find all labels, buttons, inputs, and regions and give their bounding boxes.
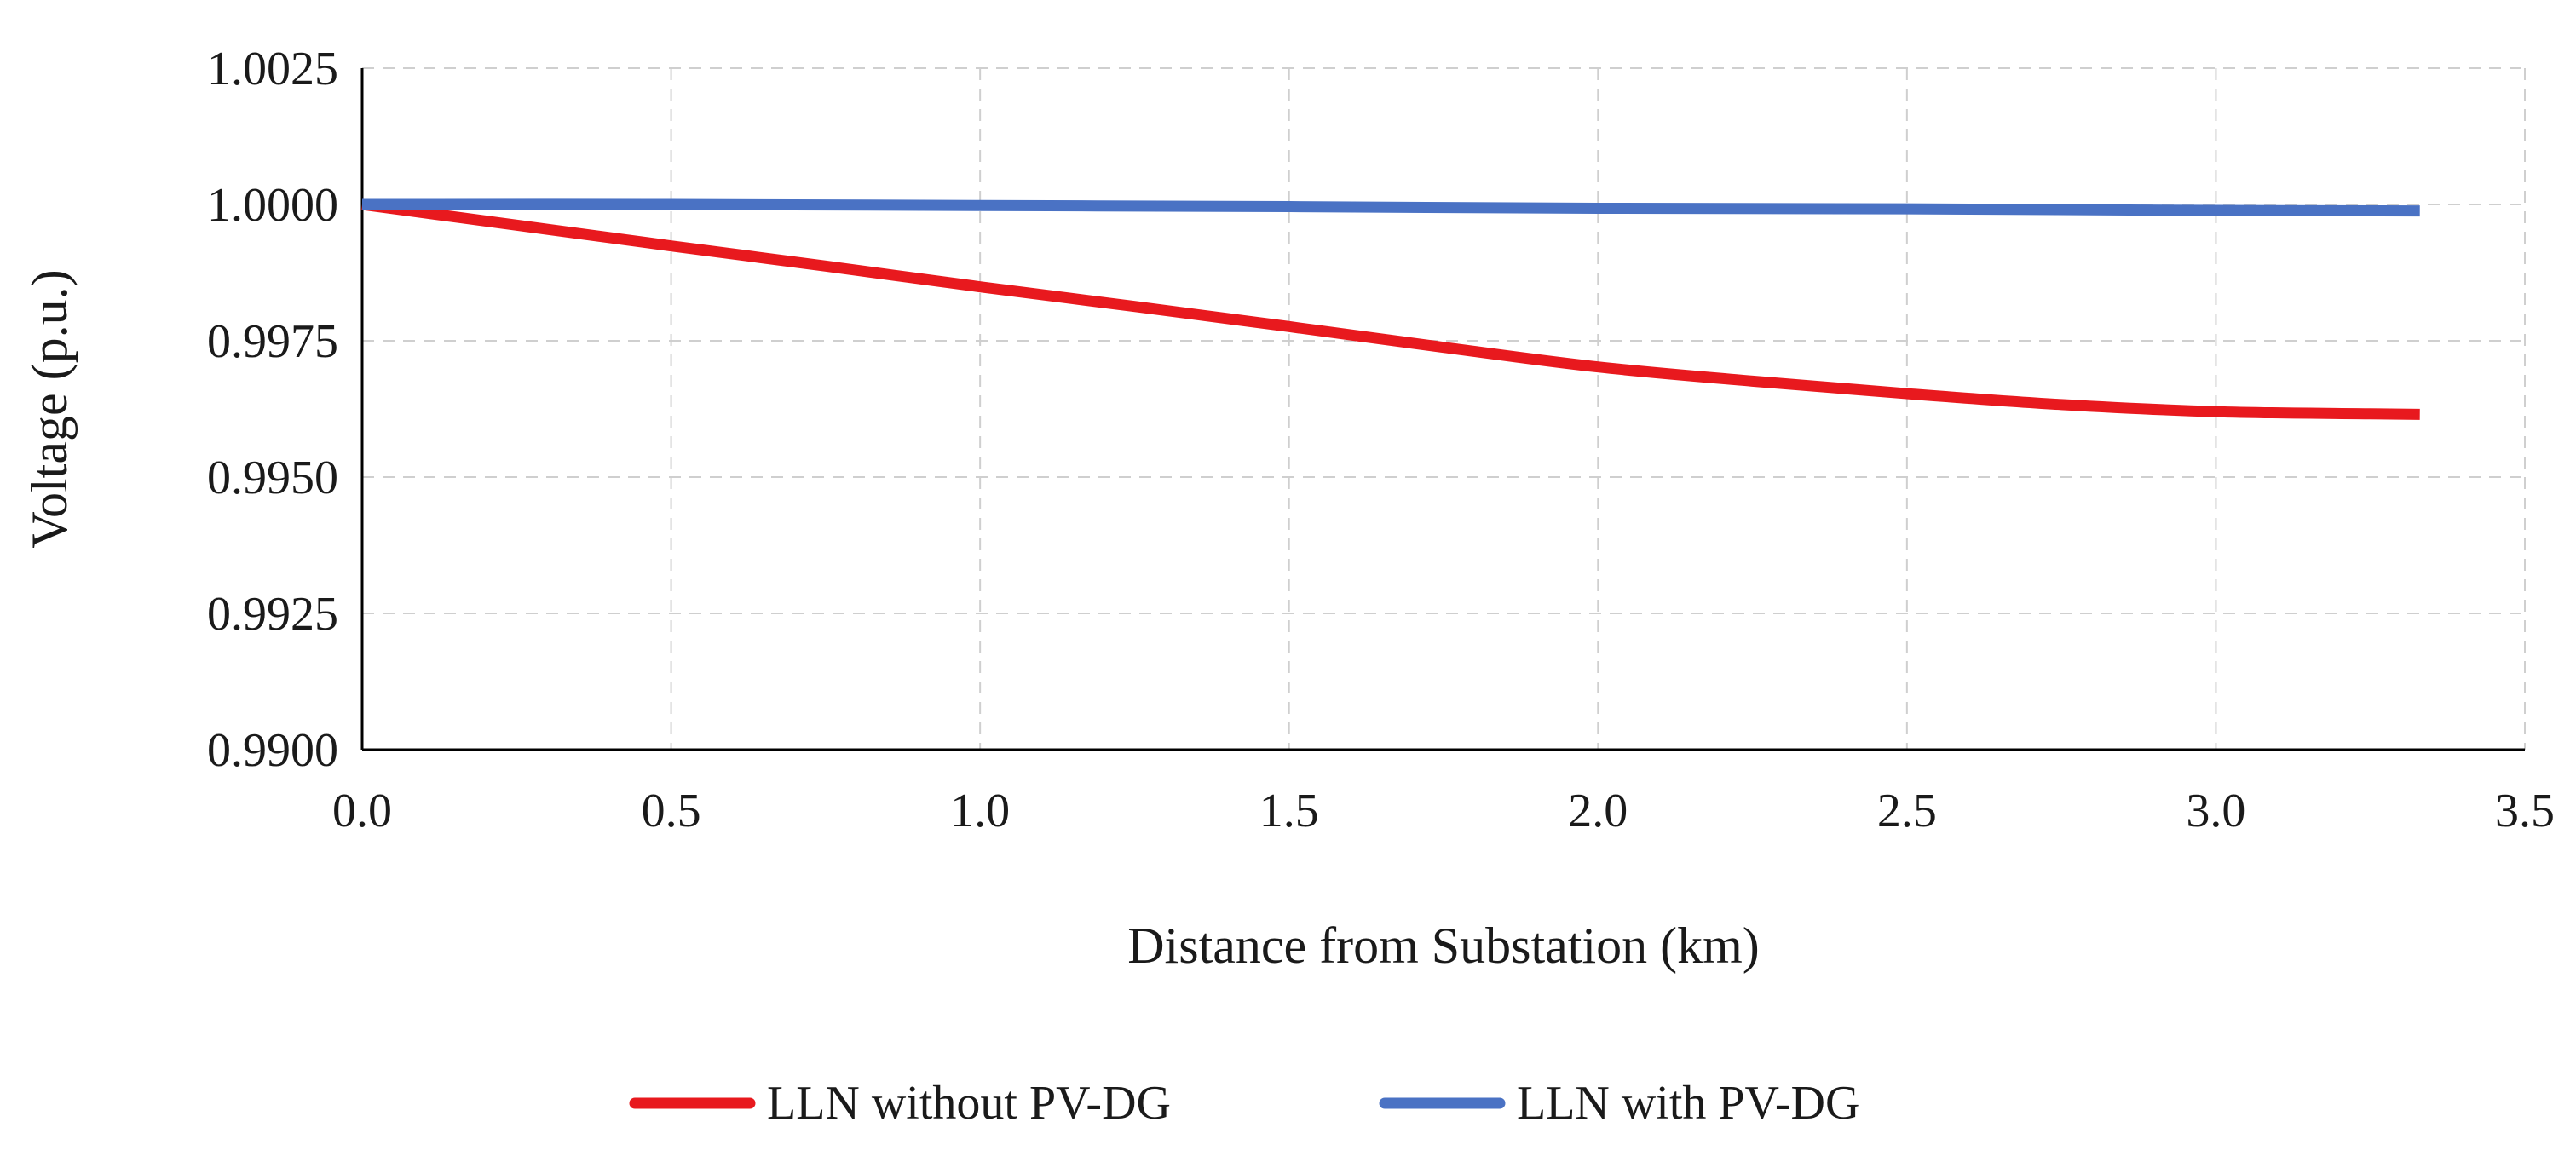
tick-label-layer: 0.9900 0.9925 0.9950 0.9975 1.0000 1.0025 0.0 0… [207,43,2555,837]
grid-layer [362,67,2526,750]
x-tick-label: 1.0 [950,785,1010,837]
legend-label-lln-without-pv-dg: LLN without PV-DG [767,1077,1171,1130]
axes-layer [360,68,2525,751]
x-tick-label: 1.5 [1259,785,1319,837]
y-tick-label: 1.0000 [207,179,338,232]
y-tick-label: 0.9900 [207,724,338,777]
y-tick-label: 0.9925 [207,588,338,641]
y-tick-label: 0.9950 [207,452,338,504]
series-line-lln-without-pv-dg [361,198,2420,420]
y-tick-label: 0.9975 [207,315,338,368]
series-line-lln-with-pv-dg [361,198,2420,217]
x-axis-title: Distance from Substation (km) [1127,918,1760,974]
legend-label-lln-with-pv-dg: LLN with PV-DG [1517,1077,1859,1130]
x-tick-label: 2.0 [1568,785,1628,837]
x-tick-label: 0.5 [642,785,701,837]
x-tick-label: 2.5 [1877,785,1937,837]
y-axis-title: Voltage (p.u.) [21,269,78,548]
x-tick-label: 3.0 [2186,785,2245,837]
y-tick-label: 1.0025 [207,43,338,95]
legend: LLN without PV-DG LLN with PV-DG [629,1077,1859,1130]
x-tick-label: 0.0 [332,785,392,837]
series-layer [361,198,2420,420]
x-tick-label: 3.5 [2495,785,2555,837]
